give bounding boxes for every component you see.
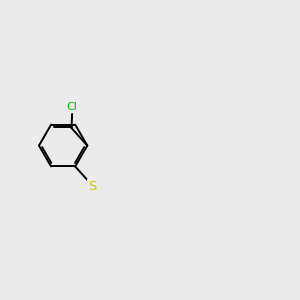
- Text: Cl: Cl: [67, 103, 77, 112]
- Text: S: S: [88, 180, 96, 193]
